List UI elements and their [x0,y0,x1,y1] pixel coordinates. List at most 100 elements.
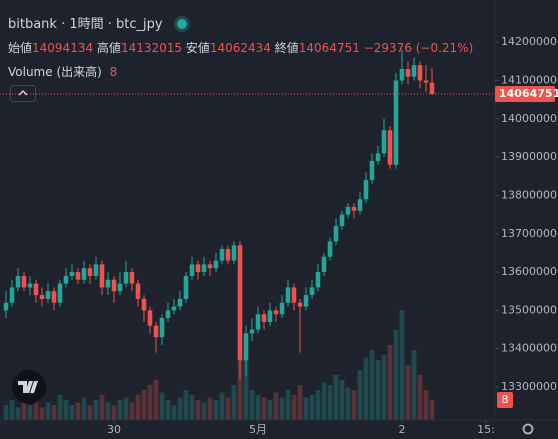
candle-body [387,130,393,165]
candle-body [243,333,249,361]
candle-body [321,256,327,273]
candle-body [27,283,33,288]
logo-glyph[interactable] [18,381,38,393]
candle-body [129,272,135,284]
volume-bar [69,405,75,420]
y-tick-label: 13400000 [501,342,557,355]
volume-bar [165,400,171,420]
volume-bar [237,345,243,420]
last-volume-label: 8 [502,393,509,406]
volume-bar [219,392,225,420]
volume-bar [177,397,183,420]
volume-bar [285,390,291,420]
volume-bar [387,345,393,420]
gear[interactable] [522,423,534,435]
volume-bar [141,390,147,420]
volume-bar [93,400,99,420]
candle-body [381,130,387,154]
candle-body [141,298,147,311]
candle-body [171,306,177,311]
volume-bar [117,400,123,420]
volume-bar [51,405,57,420]
volume-bar [225,397,231,420]
candle-body [339,214,345,227]
chevron[interactable] [11,86,35,101]
volume-bar [339,380,345,420]
volume-bar [3,405,9,420]
candle-body [93,264,99,276]
volume-bar [87,405,93,420]
chevron-path[interactable] [18,90,28,96]
ohlc-value: 14132015 [120,41,183,55]
change: −29376 (−0.21%) [363,41,474,55]
candle-body [135,283,141,299]
candle-body [429,82,435,94]
candle-body [255,314,261,330]
candle-body [183,275,189,299]
candle-body [225,249,231,261]
candle-body [165,310,171,319]
volume-bar [99,395,105,420]
candle-body [363,180,369,200]
x-tick-label: 2 [399,423,406,436]
volume-bar [207,397,213,420]
volume-bar [333,375,339,420]
candle-body [219,249,225,261]
candle-body [117,283,123,292]
volume-bar [243,357,249,420]
candle-body [351,206,357,211]
settings-icon[interactable] [522,423,534,435]
x-tick-label: 15: [477,423,495,436]
candle-body [411,65,417,77]
ohlc-label: 終値 [274,41,299,55]
ohlc-line: 始値14094134 高値14132015 安値14062434 終値14064… [8,39,473,56]
volume-bar [357,370,363,420]
candle-body [153,325,159,338]
candle-body [309,287,315,296]
candle-body [39,295,45,299]
tv-logo[interactable] [12,370,46,404]
collapse-button[interactable] [10,85,36,102]
y-tick-label: 13600000 [501,265,557,278]
volume-bar [315,390,321,420]
volume-bar [9,400,15,420]
volume-bar [417,375,423,420]
candle-body [57,283,63,303]
volume-bar [123,397,129,420]
volume-bar [75,402,81,420]
candle-body [3,302,9,311]
candle-body [267,310,273,322]
volume-bar [309,395,315,420]
candle-body [273,310,279,315]
y-tick-label: 13900000 [501,150,557,163]
candle-body [201,264,207,273]
candle-body [159,318,165,338]
candle-body [15,275,21,288]
candle-body [333,226,339,242]
candle-body [21,275,27,288]
candle-body [177,298,183,307]
y-tick-label: 13700000 [501,227,557,240]
volume-bar [183,390,189,420]
x-tick-label: 30 [107,423,121,436]
volume-bar [273,392,279,420]
candle-body [51,291,57,303]
volume-bar [363,357,369,420]
symbol-line: bitbank · 1時間 · btc_jpy [8,13,187,32]
y-tick-label: 14100000 [501,73,557,86]
volume-bar [39,407,45,420]
candle-body [123,272,129,284]
ohlc-label: 高値 [96,41,121,55]
volume-bar [393,330,399,420]
volume-bar [81,397,87,420]
ohlc-label: 安値 [185,41,210,55]
volume-bar [279,397,285,420]
volume-bar [195,400,201,420]
volume-bar [261,397,267,420]
candle-body [87,268,93,276]
volume-bar [171,405,177,420]
candle-body [279,302,285,315]
candle-body [303,295,309,307]
volume-bar [369,350,375,420]
